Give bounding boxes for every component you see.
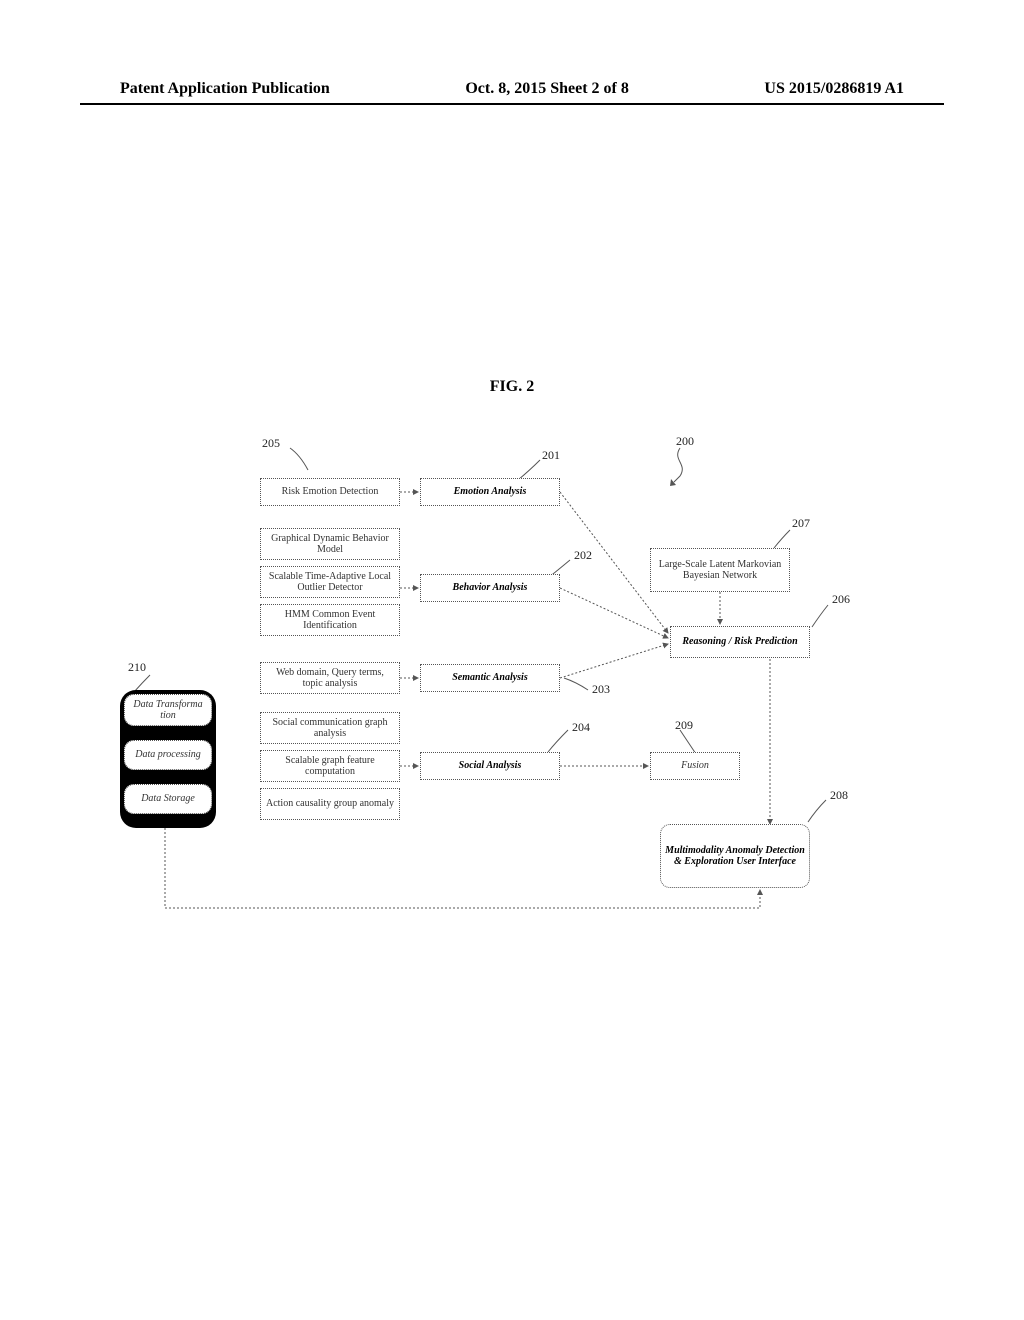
block-reasoning: Reasoning / Risk Prediction [670,626,810,658]
ref-201: 201 [542,448,560,463]
ref-209: 209 [675,718,693,733]
block-stalod: Scalable Time-Adaptive Local Outlier Det… [260,566,400,598]
figure-title: FIG. 2 [490,378,534,396]
page: Patent Application Publication Oct. 8, 2… [0,0,1024,1320]
ref-208: 208 [830,788,848,803]
block-social-analysis: Social Analysis [420,752,560,780]
block-social-comm: Social communication graph analysis [260,712,400,744]
header-center: Oct. 8, 2015 Sheet 2 of 8 [465,80,629,98]
ref-205: 205 [262,436,280,451]
block-data-storage: Data Storage [124,784,212,814]
header-row: Patent Application Publication Oct. 8, 2… [0,80,1024,98]
block-web-domain: Web domain, Query terms, topic analysis [260,662,400,694]
header-rule [80,103,944,105]
block-data-transform: Data Transforma tion [124,694,212,726]
ref-210: 210 [128,660,146,675]
block-gdbm: Graphical Dynamic Behavior Model [260,528,400,560]
block-bayes: Large-Scale Latent Markovian Bayesian Ne… [650,548,790,592]
block-scalable-graph: Scalable graph feature computation [260,750,400,782]
ref-204: 204 [572,720,590,735]
block-behavior-analysis: Behavior Analysis [420,574,560,602]
block-risk-emotion: Risk Emotion Detection [260,478,400,506]
diagram: 205 200 201 207 202 206 203 210 204 209 … [120,430,900,940]
header-left: Patent Application Publication [120,80,330,98]
ref-202: 202 [574,548,592,563]
ref-200: 200 [676,434,694,449]
block-emotion-analysis: Emotion Analysis [420,478,560,506]
ref-203: 203 [592,682,610,697]
ref-207: 207 [792,516,810,531]
ref-206: 206 [832,592,850,607]
block-semantic-analysis: Semantic Analysis [420,664,560,692]
block-hmm: HMM Common Event Identification [260,604,400,636]
block-action-causality: Action causality group anomaly [260,788,400,820]
block-ui: Multimodality Anomaly Detection & Explor… [660,824,810,888]
block-data-processing: Data processing [124,740,212,770]
header-right: US 2015/0286819 A1 [764,80,904,98]
block-fusion: Fusion [650,752,740,780]
